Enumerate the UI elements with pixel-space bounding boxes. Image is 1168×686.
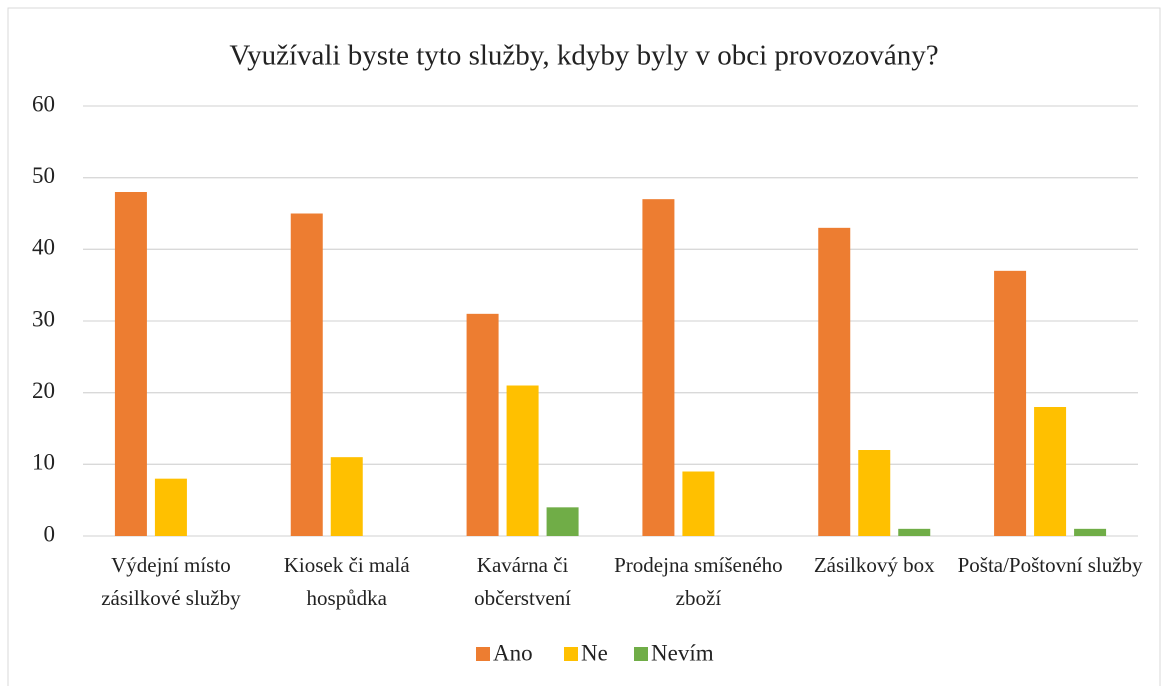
bar xyxy=(466,313,499,536)
bar xyxy=(546,507,579,536)
bar xyxy=(1034,407,1067,536)
y-tick-label: 50 xyxy=(32,163,55,188)
chart-title: Využívali byste tyto služby, kdyby byly … xyxy=(229,40,938,72)
bar xyxy=(818,227,851,537)
bar xyxy=(682,471,715,536)
bar xyxy=(330,457,363,536)
legend-label: Ne xyxy=(581,640,608,665)
bar xyxy=(858,450,891,536)
legend-swatch xyxy=(476,647,490,661)
bar xyxy=(994,270,1027,536)
legend-label: Nevím xyxy=(651,640,714,665)
bar xyxy=(898,528,931,536)
y-tick-label: 20 xyxy=(32,378,55,403)
y-tick-label: 10 xyxy=(32,450,55,475)
y-tick-label: 0 xyxy=(44,521,56,546)
bar xyxy=(154,478,187,536)
x-tick-label: Prodejna smíšeného zboží xyxy=(614,553,783,610)
y-tick-label: 30 xyxy=(32,306,55,331)
x-tick-label: Zásilkový box xyxy=(813,553,935,577)
bar xyxy=(506,385,539,536)
x-tick-label: Výdejní místo zásilkové služby xyxy=(101,553,241,610)
x-tick-label: Pošta/Poštovní služby xyxy=(957,553,1143,577)
y-tick-label: 60 xyxy=(32,91,55,116)
x-tick-label: Kavárna či občerstvení xyxy=(474,553,571,610)
y-tick-label: 40 xyxy=(32,235,55,260)
bar xyxy=(290,213,323,536)
bar xyxy=(1074,528,1107,536)
x-tick-label: Kiosek či malá hospůdka xyxy=(283,553,410,610)
bar xyxy=(642,199,675,536)
legend-swatch xyxy=(564,647,578,661)
bar xyxy=(114,192,147,536)
chart-border xyxy=(7,7,1161,686)
legend-label: Ano xyxy=(493,640,533,665)
legend-swatch xyxy=(634,647,648,661)
